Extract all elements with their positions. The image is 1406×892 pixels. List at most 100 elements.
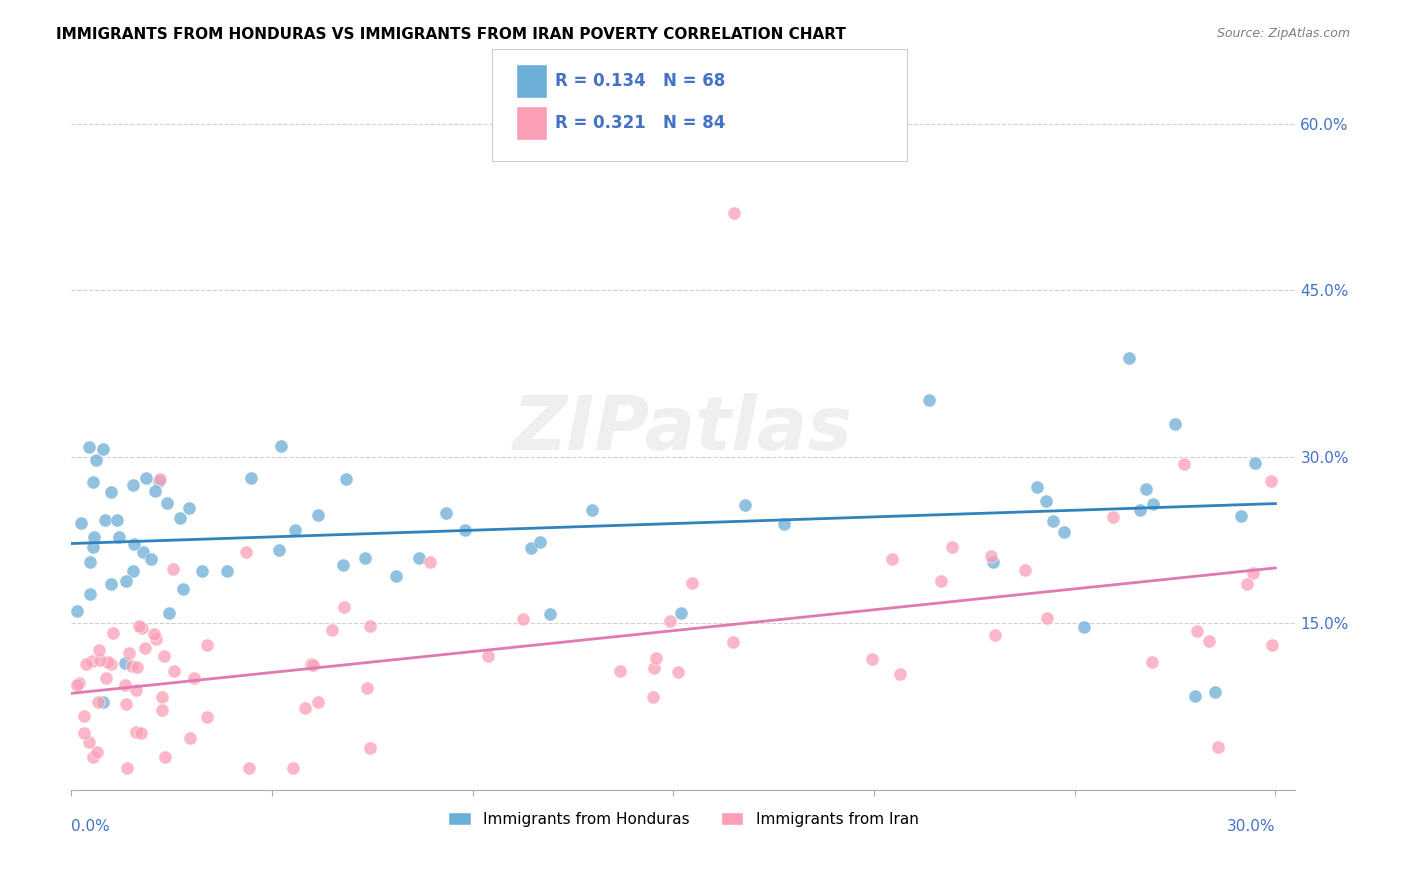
Text: ZIPatlas: ZIPatlas (513, 392, 853, 466)
Point (645, 650, 668, 665)
Point (454, 523, 477, 537)
Point (77, 734, 100, 748)
Point (169, 511, 191, 525)
Point (1036, 610, 1059, 624)
Point (294, 701, 316, 715)
Point (385, 568, 408, 582)
Point (1073, 620, 1095, 634)
Point (918, 392, 941, 407)
Point (114, 656, 136, 670)
Point (1042, 514, 1064, 528)
Point (270, 439, 292, 453)
Point (162, 664, 184, 678)
Point (1035, 493, 1057, 508)
Point (353, 550, 375, 565)
Point (139, 552, 162, 566)
Point (931, 574, 953, 589)
Point (681, 575, 703, 590)
Point (145, 632, 167, 646)
Point (1241, 566, 1264, 581)
Point (1101, 510, 1123, 524)
Point (67, 676, 90, 690)
Point (734, 499, 756, 513)
Point (512, 612, 534, 626)
Point (335, 471, 357, 485)
Point (267, 543, 290, 558)
Point (105, 513, 128, 527)
Point (356, 681, 378, 695)
Point (1142, 497, 1164, 511)
Point (121, 659, 143, 673)
Point (1025, 480, 1047, 494)
Point (1014, 563, 1036, 577)
Point (100, 485, 122, 500)
Point (183, 671, 205, 685)
Point (153, 649, 176, 664)
Point (145, 484, 167, 499)
Point (93, 513, 115, 527)
Point (82, 540, 104, 554)
Point (1184, 689, 1206, 703)
Text: 30.0%: 30.0% (1227, 819, 1275, 834)
Point (150, 690, 173, 704)
Point (77, 441, 100, 455)
Point (195, 710, 218, 724)
Point (125, 683, 148, 698)
Point (723, 206, 745, 220)
Point (529, 535, 551, 549)
Point (1206, 739, 1229, 754)
Point (408, 550, 430, 565)
Legend: Immigrants from Honduras, Immigrants from Iran: Immigrants from Honduras, Immigrants fro… (441, 805, 925, 833)
Point (1164, 417, 1187, 431)
Point (773, 517, 796, 532)
Point (96, 671, 118, 685)
Point (118, 646, 141, 660)
Point (148, 474, 170, 488)
Point (125, 724, 148, 739)
Point (91, 442, 114, 456)
Point (122, 536, 145, 550)
Point (860, 652, 883, 666)
Point (538, 607, 561, 621)
Point (238, 761, 260, 775)
Point (132, 545, 155, 559)
Point (87, 643, 110, 657)
Point (1260, 475, 1282, 489)
Point (359, 619, 381, 633)
Point (89, 653, 111, 667)
Point (66, 604, 89, 618)
Point (477, 649, 499, 664)
Point (1173, 458, 1195, 472)
Point (127, 660, 149, 674)
Point (155, 750, 177, 764)
Point (299, 657, 322, 671)
Point (86, 745, 108, 759)
Point (73, 726, 96, 740)
Point (669, 606, 692, 620)
Point (659, 614, 682, 628)
Point (215, 564, 238, 578)
Text: R = 0.321   N = 84: R = 0.321 N = 84 (555, 114, 725, 132)
Point (114, 574, 136, 588)
Point (1118, 351, 1140, 365)
Point (114, 678, 136, 692)
Point (143, 627, 166, 641)
Point (520, 541, 543, 556)
Point (1204, 685, 1226, 699)
Point (281, 761, 304, 775)
Point (135, 471, 157, 485)
Point (75, 657, 97, 672)
Point (880, 552, 903, 566)
Point (87, 696, 110, 710)
Point (162, 561, 184, 575)
Point (1260, 638, 1282, 652)
Point (156, 496, 179, 510)
Point (666, 665, 689, 680)
Point (79, 555, 101, 569)
Point (307, 508, 329, 523)
Point (1198, 634, 1220, 648)
Point (79, 587, 101, 601)
Point (101, 626, 124, 640)
Point (302, 657, 325, 672)
Point (980, 549, 1002, 564)
